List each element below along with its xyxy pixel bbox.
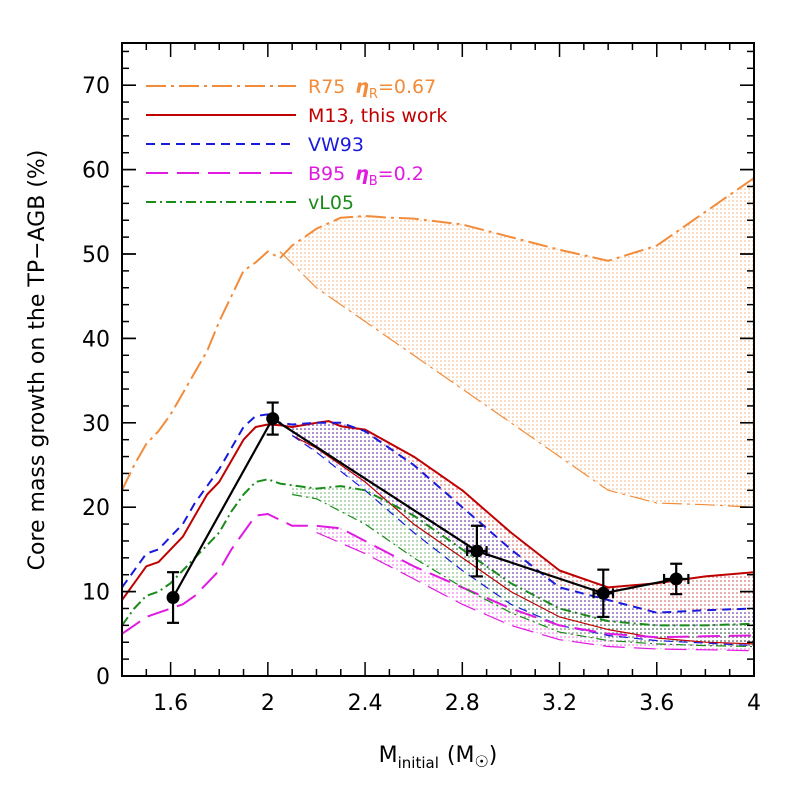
y-tick-label: 30	[82, 412, 110, 437]
x-axis-title: Minitial (M☉)	[379, 743, 498, 772]
x-tick-label: 4	[747, 691, 761, 716]
legend: R75 ηR=0.67 M13, this work VW93 B95 ηB=0.2 vL0…	[146, 76, 447, 214]
line-VW93-lower	[291, 435, 754, 647]
x-tick-label: 2.8	[445, 691, 480, 716]
y-tick-label: 10	[82, 581, 110, 606]
x-tick-label: 2	[261, 691, 275, 716]
line-B95-lower	[316, 531, 754, 652]
legend-item-vL05: vL05	[146, 192, 354, 214]
x-axis-title-main: M	[379, 743, 398, 768]
x-tick-label: 3.6	[639, 691, 674, 716]
legend-label: R75 ηR=0.67	[308, 76, 436, 102]
line-M13-upper	[122, 420, 754, 601]
band-VW93	[292, 422, 754, 646]
legend-label: vL05	[308, 192, 354, 214]
obs-point-2	[466, 524, 488, 578]
y-tick-label: 60	[82, 159, 110, 184]
x-tick-label: 3.2	[542, 691, 577, 716]
line-vL05-lower	[292, 493, 754, 648]
line-R75-upper	[122, 177, 754, 491]
line-R75-lower	[279, 251, 754, 508]
legend-item-VW93: VW93	[146, 134, 364, 156]
x-tick-label: 2.4	[348, 691, 383, 716]
obs-point-1	[266, 401, 280, 436]
y-axis-title: Core mass growth on the TP−AGB (%)	[25, 150, 50, 571]
y-tick-label: 20	[82, 496, 110, 521]
x-axis-title-unit-close: )	[489, 743, 498, 768]
hatched-bands	[280, 178, 754, 651]
line-B95-upper	[122, 513, 754, 639]
band-vL05	[292, 485, 754, 647]
obs-point-0	[166, 571, 180, 624]
y-tick-label: 50	[82, 243, 110, 268]
y-tick-label: 0	[96, 665, 110, 690]
legend-item-R75: R75 ηR=0.67	[146, 76, 436, 102]
legend-item-B95: B95 ηB=0.2	[146, 163, 424, 189]
line-M13-lower	[291, 434, 754, 645]
observed-points	[166, 401, 690, 624]
legend-label: VW93	[308, 134, 364, 156]
x-axis-title-unit-open: (M	[447, 743, 475, 768]
y-tick-label: 70	[82, 74, 110, 99]
y-tick-label: 40	[82, 327, 110, 352]
legend-item-M13: M13, this work	[146, 105, 447, 127]
obs-point-3	[592, 568, 615, 619]
legend-label: M13, this work	[308, 105, 447, 127]
band-R75	[280, 178, 754, 508]
sun-symbol-icon: ☉	[474, 752, 488, 771]
x-tick-label: 1.6	[153, 691, 188, 716]
x-axis-title-sub: initial	[398, 754, 439, 772]
obs-point-4	[662, 562, 690, 596]
legend-label: B95 ηB=0.2	[308, 163, 424, 189]
